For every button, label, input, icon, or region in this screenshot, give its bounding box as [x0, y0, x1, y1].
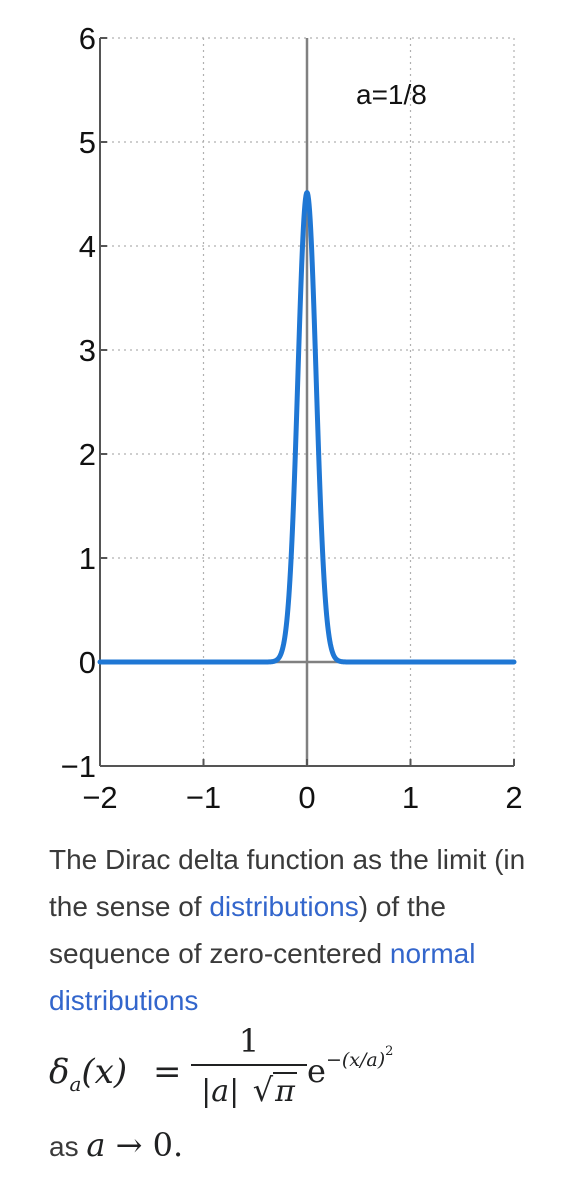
x-tick-label: −2	[82, 780, 117, 815]
limit-variable: a	[86, 1126, 106, 1164]
x-tick-labels: −2 −1 0 1 2	[82, 780, 522, 815]
caption-text-2: ) of the sequence of zero-centered	[49, 891, 446, 969]
abs-a: |a|	[201, 1074, 240, 1109]
sqrt-icon: √	[252, 1071, 274, 1109]
parameter-annotation: a=1/8	[356, 79, 427, 110]
exponential-term: e−(x/a)2	[307, 1044, 393, 1090]
y-tick-label: 5	[79, 125, 96, 160]
exp-power: −(x/a)2	[325, 1044, 393, 1072]
limit-math: a → 0.	[86, 1126, 183, 1164]
caption-text-1: The Dirac delta function as the limit (i…	[49, 844, 526, 922]
normal-distributions-link[interactable]: normal distributions	[49, 938, 476, 1016]
delta-argument: (x)	[81, 1052, 128, 1092]
limit-text: as	[49, 1131, 87, 1162]
x-tick-label: 2	[505, 780, 522, 815]
delta-subscript: a	[69, 1071, 82, 1096]
equals-sign: =	[153, 1052, 182, 1092]
fraction-denominator: |a| √π	[191, 1070, 307, 1112]
formula-fraction: 1 |a| √π	[191, 1020, 307, 1112]
tick-marks	[99, 37, 515, 767]
y-tick-label: 4	[79, 229, 96, 264]
x-tick-label: 1	[402, 780, 419, 815]
exp-base: e	[307, 1052, 326, 1090]
y-tick-label: −1	[61, 749, 96, 784]
limit-period: .	[172, 1126, 184, 1164]
delta-formula: δa(x) = 1 |a| √π e−(x/a)2	[49, 1020, 569, 1130]
fraction-numerator: 1	[238, 1022, 260, 1060]
formula-lhs: δa(x)	[49, 1052, 127, 1096]
sqrt-argument: π	[273, 1072, 297, 1109]
sqrt-pi: √π	[249, 1070, 297, 1112]
x-tick-label: −1	[186, 780, 221, 815]
limit-arrow-zero: → 0	[105, 1126, 173, 1164]
y-tick-label: 1	[79, 541, 96, 576]
x-tick-label: 0	[298, 780, 315, 815]
y-tick-label: 0	[79, 645, 96, 680]
delta-symbol: δ	[49, 1052, 70, 1092]
gaussian-series-line	[97, 190, 517, 665]
y-tick-label: 6	[79, 21, 96, 56]
axes	[99, 38, 514, 767]
exp-power-text: −(x/a)	[325, 1049, 386, 1072]
distributions-link[interactable]: distributions	[209, 891, 359, 922]
limit-condition: as a → 0.	[49, 1126, 183, 1164]
y-tick-label: 2	[79, 437, 96, 472]
figure-caption: The Dirac delta function as the limit (i…	[49, 836, 549, 1024]
exp-power-square: 2	[385, 1044, 394, 1060]
y-tick-labels: −1 0 1 2 3 4 5 6	[61, 21, 96, 784]
fraction-bar	[191, 1064, 307, 1066]
y-tick-label: 3	[79, 333, 96, 368]
